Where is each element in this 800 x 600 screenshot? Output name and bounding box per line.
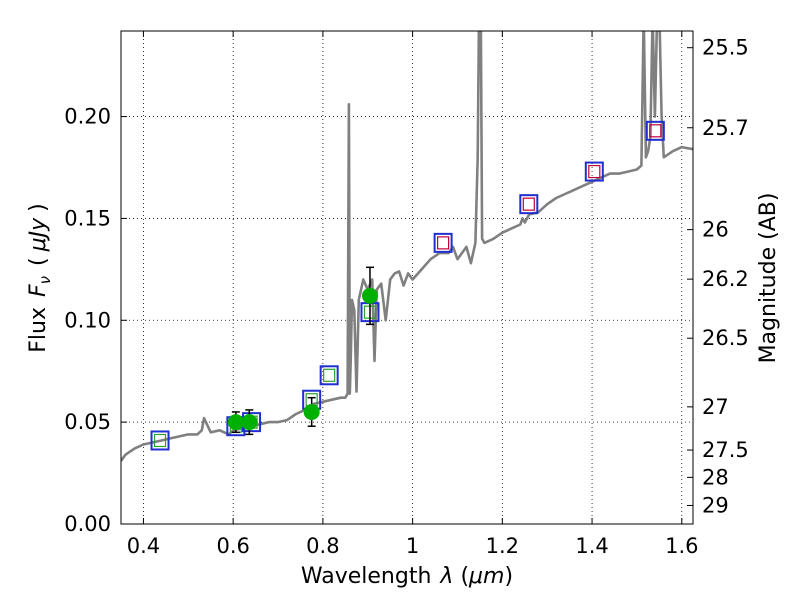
y-axis-label-unit: μJy (26, 217, 51, 252)
model-square-marker (584, 161, 604, 182)
model-square-marker (319, 365, 339, 386)
observed-point (227, 414, 244, 431)
x-tick-label: 0.8 (306, 534, 339, 558)
y2-tick-label: 25.5 (702, 36, 749, 60)
y-tick-label: 0.00 (64, 512, 111, 536)
model-square-inner-marker (522, 197, 535, 211)
x-tick-label: 0.4 (127, 534, 160, 558)
x-tick-label: 1 (406, 534, 419, 558)
y-tick-label: 0.20 (64, 105, 111, 129)
model-square-marker (433, 232, 453, 253)
model-square-inner-marker (153, 433, 167, 448)
model-square-marker (519, 194, 539, 215)
x-axis-label-symbol: λ (439, 564, 453, 589)
y-axis-label-unit-close: ) (26, 203, 51, 212)
y2-tick-label: 27 (702, 395, 729, 419)
x-axis-label-unit-close: ) (504, 564, 513, 589)
x-tick-label: 0.6 (216, 534, 249, 558)
model-square-inner-marker (323, 368, 336, 382)
x-axis-label-unit-open: ( (460, 564, 469, 589)
observed-point (241, 414, 258, 431)
plot-frame (120, 30, 694, 525)
y-tick-label: 0.05 (64, 410, 111, 434)
y2-tick-label: 26 (702, 218, 729, 242)
model-square-marker (150, 430, 170, 451)
observed-point (303, 403, 320, 420)
y-axis-label-symbol: F (26, 284, 51, 297)
x-tick-label: 1.2 (486, 534, 519, 558)
y2-tick-label: 29 (702, 493, 729, 517)
y2-tick-label: 28 (702, 465, 729, 489)
y-tick-label: 0.15 (64, 206, 111, 230)
model-square-inner-marker (437, 236, 450, 250)
y-axis-label-unit-open: ( (26, 257, 51, 266)
y-axis-label-name: Flux (26, 307, 51, 353)
x-tick-label: 1.6 (665, 534, 698, 558)
model-square-marker (645, 120, 665, 141)
model-square-inner-marker (649, 124, 662, 138)
x-axis-label-name: Wavelength (301, 564, 432, 589)
y2-tick-label: 27.5 (702, 438, 749, 462)
axis-ticks: 0.4 0.6 0.8 1 1.2 1.4 1.6 0.00 0.05 0.10 0.15 0.20 2… (64, 31, 749, 558)
y2-tick-label: 25.7 (702, 116, 749, 140)
y-tick-label: 0.10 (64, 308, 111, 332)
y-axis-label-subscript: ν (36, 276, 54, 284)
x-axis-label: Wavelength λ (μm) (301, 564, 513, 589)
observed-point (361, 287, 378, 304)
x-tick-label: 1.4 (575, 534, 608, 558)
y2-tick-label: 26.5 (702, 326, 749, 350)
y2-axis-label: Magnitude (AB) (756, 193, 781, 364)
observed-point-series (227, 266, 378, 436)
x-axis-label-unit: μm (468, 564, 504, 589)
model-square-series (150, 120, 665, 451)
model-square-inner-marker (588, 164, 601, 179)
y-axis-label: Flux Fν ( μJy) (26, 203, 54, 352)
y2-tick-label: 26.2 (702, 267, 749, 291)
